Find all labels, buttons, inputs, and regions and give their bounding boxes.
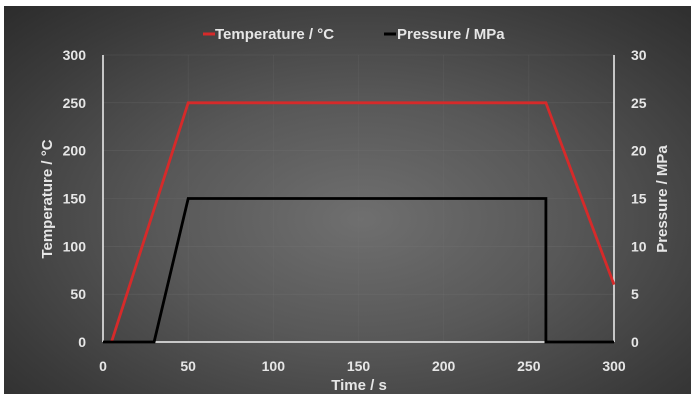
y-left-tick-label: 50: [70, 286, 86, 302]
x-tick-label: 50: [180, 358, 196, 374]
y-right-tick-label: 0: [631, 334, 639, 350]
y-right-tick-label: 5: [631, 286, 639, 302]
y-left-tick-label: 100: [63, 238, 87, 254]
x-tick-label: 150: [347, 358, 371, 374]
y-right-tick-label: 15: [631, 191, 647, 207]
y-left-tick-label: 300: [63, 47, 87, 63]
x-tick-label: 0: [99, 358, 107, 374]
y-axis-right-title: Pressure / MPa: [654, 145, 671, 253]
x-tick-label: 200: [432, 358, 456, 374]
y-right-tick-label: 20: [631, 143, 647, 159]
tick-labels: 0 50 100 150 200 250 300 0 50 100 150 200 250 300 0 5 10…: [63, 47, 647, 374]
y-left-tick-label: 200: [63, 143, 87, 159]
axes: [102, 55, 615, 343]
x-tick-label: 250: [517, 358, 541, 374]
legend: Temperature / °C Pressure / MPa: [203, 26, 505, 43]
x-tick-label: 100: [262, 358, 286, 374]
y-right-tick-label: 25: [631, 95, 647, 111]
y-left-tick-label: 250: [63, 95, 87, 111]
y-left-tick-label: 150: [63, 191, 87, 207]
legend-label-pressure: Pressure / MPa: [397, 26, 505, 43]
y-right-tick-label: 10: [631, 238, 647, 254]
y-left-tick-label: 0: [78, 334, 86, 350]
x-axis-title: Time / s: [331, 377, 387, 394]
series-line-pressure: [103, 197, 614, 344]
series-line-temperature: [110, 101, 616, 343]
x-tick-label: 300: [602, 358, 626, 374]
chart-area: [4, 6, 691, 394]
series-lines: [103, 101, 616, 344]
y-axis-left-title: Temperature / °C: [39, 139, 56, 258]
legend-label-temperature: Temperature / °C: [215, 26, 334, 43]
y-right-tick-label: 30: [631, 47, 647, 63]
